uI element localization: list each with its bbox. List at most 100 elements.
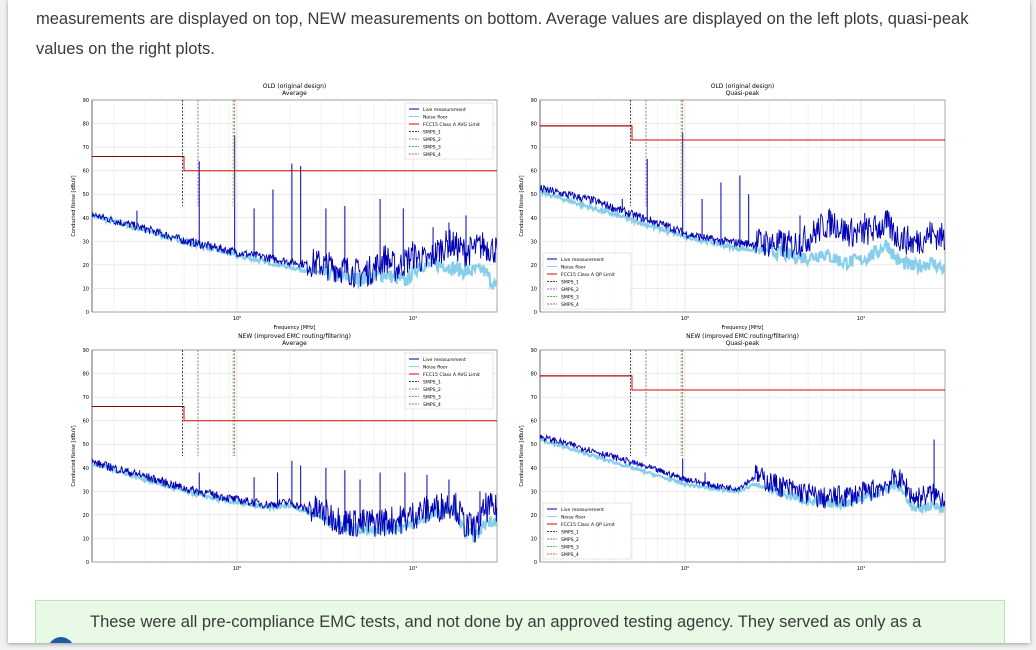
chart-panel-3: NEW (improved EMC routing/filtering)Aver… <box>71 333 498 572</box>
legend-label: SMPS_4 <box>423 402 441 408</box>
legend-label: SMPS_2 <box>423 387 441 393</box>
info-icon <box>48 637 74 643</box>
legend-label: FCC15 Class A QP Limit <box>561 272 615 278</box>
y-tick-label: 80 <box>83 372 89 378</box>
y-tick-label: 10 <box>83 286 89 292</box>
chart-subtitle: Average <box>282 90 307 97</box>
legend-label: SMPS_4 <box>561 302 579 308</box>
y-tick-label: 20 <box>531 513 537 519</box>
legend-label: SMPS_3 <box>423 144 441 150</box>
y-tick-label: 30 <box>83 239 89 245</box>
y-tick-label: 60 <box>531 419 537 425</box>
chart-title: OLD (original design) <box>263 83 327 90</box>
y-tick-label: 10 <box>83 536 89 542</box>
y-tick-label: 80 <box>531 372 537 378</box>
y-tick-label: 40 <box>83 216 89 222</box>
legend-box <box>404 102 494 160</box>
y-axis-label: Conducted Noise [dBuV] <box>71 425 77 486</box>
legend-label: SMPS_2 <box>561 287 579 293</box>
y-tick-label: 20 <box>83 263 89 269</box>
legend-label: SMPS_2 <box>423 137 441 143</box>
y-tick-label: 60 <box>83 419 89 425</box>
series-live-measurement <box>540 184 945 258</box>
y-tick-label: 20 <box>83 513 89 519</box>
legend-label: SMPS_3 <box>561 544 579 550</box>
chart-panel-1: OLD (original design)Average 0 10 20 30 40 50 6… <box>71 83 498 331</box>
legend-box <box>404 352 494 410</box>
plot-series-group <box>540 100 945 277</box>
series-live-measurement <box>92 211 497 289</box>
plot-series-group <box>540 350 945 516</box>
legend-label: Noise floor <box>561 264 586 270</box>
legend-label: SMPS_2 <box>561 537 579 543</box>
legend-label: Live measurement <box>561 257 604 263</box>
chart-panel-2: OLD (original design)Quasi-peak 0 10 20 30 40… <box>519 83 946 331</box>
y-tick-label: 0 <box>86 310 89 316</box>
y-tick-label: 0 <box>86 560 89 566</box>
legend-label: Live measurement <box>561 507 604 513</box>
series-live-measurement <box>540 433 945 509</box>
x-tick-label: 10¹ <box>857 316 865 322</box>
x-tick-label: 10⁰ <box>233 316 241 322</box>
chart-subtitle: Average <box>282 340 307 347</box>
legend-label: FCC15 Class A QP Limit <box>561 522 615 528</box>
y-tick-label: 90 <box>83 98 89 104</box>
y-tick-label: 60 <box>531 169 537 175</box>
legend-label: SMPS_4 <box>423 152 441 158</box>
chart-title: OLD (original design) <box>711 83 775 90</box>
y-axis-label: Conducted Noise [dBuV] <box>71 175 77 236</box>
y-tick-label: 30 <box>531 239 537 245</box>
y-tick-label: 50 <box>531 192 537 198</box>
legend-label: SMPS_3 <box>561 294 579 300</box>
x-axis-label: Frequency [MHz] <box>721 325 763 331</box>
legend-label: FCC15 Class A AVG Limit <box>423 122 480 128</box>
legend-label: Noise floor <box>561 514 586 520</box>
note-text: These were all pre-compliance EMC tests,… <box>90 613 922 631</box>
y-tick-label: 60 <box>83 169 89 175</box>
legend-label: SMPS_4 <box>561 552 579 558</box>
x-tick-label: 10¹ <box>409 316 417 322</box>
x-tick-label: 10¹ <box>857 566 865 572</box>
y-tick-label: 70 <box>83 145 89 151</box>
y-tick-label: 40 <box>531 216 537 222</box>
legend-label: SMPS_1 <box>423 129 441 135</box>
y-tick-label: 30 <box>83 489 89 495</box>
chart-subtitle: Quasi-peak <box>726 340 760 347</box>
legend-label: Noise floor <box>423 114 448 120</box>
y-tick-label: 50 <box>531 442 537 448</box>
chart-title: NEW (improved EMC routing/filtering) <box>238 333 351 340</box>
y-tick-label: 10 <box>531 286 537 292</box>
x-axis-label: Frequency [MHz] <box>273 325 315 331</box>
y-tick-label: 30 <box>531 489 537 495</box>
x-tick-label: 10⁰ <box>681 316 689 322</box>
series-noise-floor <box>540 188 945 277</box>
y-tick-label: 90 <box>531 98 537 104</box>
article-card: measurements are displayed on top, NEW m… <box>8 0 1030 643</box>
y-tick-label: 80 <box>531 122 537 128</box>
y-tick-label: 0 <box>534 310 537 316</box>
chart-title: NEW (improved EMC routing/filtering) <box>686 333 799 340</box>
x-tick-label: 10¹ <box>409 566 417 572</box>
series-noise-floor <box>92 209 497 291</box>
legend-label: Live measurement <box>423 357 466 363</box>
y-axis-label: Conducted Noise [dBuV] <box>519 425 525 486</box>
legend-label: Noise floor <box>423 364 448 370</box>
plot-series-group <box>92 350 497 543</box>
y-tick-label: 70 <box>531 395 537 401</box>
y-tick-label: 20 <box>531 263 537 269</box>
plot-series-group <box>92 100 497 291</box>
legend-label: FCC15 Class A AVG Limit <box>423 372 480 378</box>
x-tick-label: 10⁰ <box>681 566 689 572</box>
y-tick-label: 50 <box>83 442 89 448</box>
y-tick-label: 90 <box>83 348 89 354</box>
y-tick-label: 90 <box>531 348 537 354</box>
series-live-measurement <box>92 458 497 543</box>
legend-box <box>542 252 632 310</box>
y-tick-label: 80 <box>83 122 89 128</box>
legend-label: Live measurement <box>423 107 466 113</box>
chart-subtitle: Quasi-peak <box>726 90 760 97</box>
chart-panel-4: NEW (improved EMC routing/filtering)Quas… <box>519 333 946 572</box>
emc-comparison-figure: OLD (original design)Average010203040506… <box>71 83 946 572</box>
intro-paragraph: measurements are displayed on top, NEW m… <box>36 10 969 58</box>
legend-label: SMPS_3 <box>423 394 441 400</box>
